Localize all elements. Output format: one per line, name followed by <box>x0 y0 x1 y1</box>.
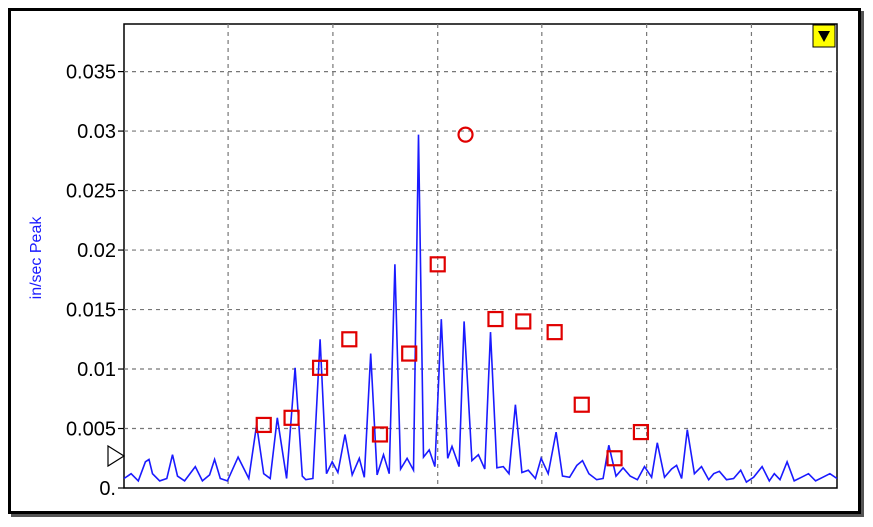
y-tick-label: 0. <box>99 478 116 500</box>
y-axis-ticks: 0.035 0.03 0.025 0.02 0.015 0.01 0.005 0. <box>66 62 124 500</box>
peak-marker[interactable] <box>573 396 590 413</box>
peak-markers <box>255 126 650 467</box>
y-tick-label: 0.01 <box>77 359 116 381</box>
peak-marker[interactable] <box>546 324 563 341</box>
y-tick-label: 0.025 <box>66 181 116 203</box>
peak-marker[interactable] <box>371 426 389 443</box>
peak-marker[interactable] <box>341 331 358 348</box>
peak-marker[interactable] <box>283 409 300 426</box>
peak-marker[interactable] <box>401 345 418 362</box>
peak-marker[interactable] <box>632 423 650 441</box>
dropdown-triangle-icon[interactable] <box>818 31 830 42</box>
cursor-marker[interactable] <box>107 444 126 468</box>
peak-marker-max[interactable] <box>457 126 474 143</box>
y-tick-label: 0.015 <box>66 300 116 322</box>
chart-menu-button[interactable] <box>812 24 836 48</box>
peak-marker[interactable] <box>429 256 446 273</box>
plot-area <box>123 23 838 489</box>
y-axis-label: in/sec Peak <box>28 216 45 300</box>
cursor-triangle-icon[interactable] <box>107 444 126 468</box>
peak-marker[interactable] <box>606 450 623 467</box>
y-tick-label: 0.005 <box>66 419 116 441</box>
y-tick-label: 0.035 <box>66 62 116 84</box>
y-tick-label: 0.02 <box>77 240 116 262</box>
series-line <box>123 134 838 484</box>
peak-marker[interactable] <box>487 310 504 328</box>
peak-marker[interactable] <box>515 313 532 330</box>
peak-marker[interactable] <box>255 416 272 434</box>
y-tick-label: 0.03 <box>77 121 116 143</box>
peak-marker[interactable] <box>311 359 329 376</box>
